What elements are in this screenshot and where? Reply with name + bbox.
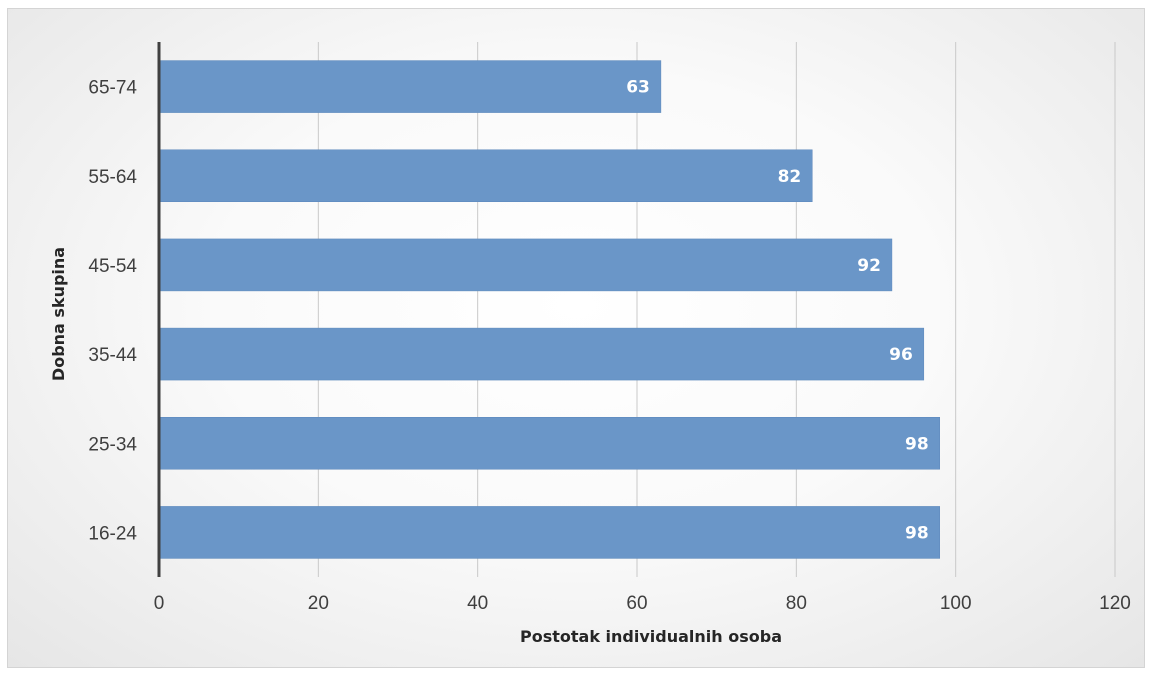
x-tick-label: 80	[786, 593, 807, 614]
bars: 98 98 96 92 82 63	[158, 60, 940, 559]
data-label-65-74: 63	[626, 78, 650, 98]
bar-16-24	[158, 506, 940, 559]
x-tick-label: 40	[467, 593, 488, 614]
data-label-35-44: 96	[889, 345, 913, 365]
y-tick-label-45-54: 45-54	[88, 256, 137, 277]
data-label-25-34: 98	[905, 434, 929, 454]
x-tick-label: 20	[308, 593, 329, 614]
y-tick-label-35-44: 35-44	[88, 345, 137, 366]
y-tick-label-25-34: 25-34	[88, 434, 137, 455]
y-tick-label-55-64: 55-64	[88, 167, 137, 188]
chart-frame: 98 98 96 92 82 63 0 20 40 60 80 100 120 16-24 25-34 35…	[7, 8, 1145, 668]
data-label-16-24: 98	[905, 523, 929, 543]
bar-55-64	[158, 149, 813, 202]
bar-35-44	[158, 327, 925, 381]
x-tick-label: 120	[1099, 593, 1131, 614]
x-axis-title: Postotak individualnih osoba	[520, 627, 782, 646]
bar-chart: 98 98 96 92 82 63 0 20 40 60 80 100 120 16-24 25-34 35…	[49, 42, 1131, 646]
gridlines	[317, 42, 1116, 577]
y-tick-label-16-24: 16-24	[88, 523, 137, 544]
y-axis-title: Dobna skupina	[49, 247, 68, 381]
x-tick-label: 60	[626, 593, 647, 614]
x-tick-label: 100	[940, 593, 972, 614]
bar-65-74	[158, 60, 662, 113]
y-tick-label-65-74: 65-74	[88, 78, 137, 99]
x-tick-label: 0	[154, 593, 165, 614]
data-label-55-64: 82	[778, 167, 802, 187]
bar-45-54	[158, 238, 893, 292]
data-label-45-54: 92	[857, 256, 881, 276]
bar-25-34	[158, 417, 940, 470]
axes: 0 20 40 60 80 100 120 16-24 25-34 35-44 45-54 55-64…	[88, 42, 1131, 614]
